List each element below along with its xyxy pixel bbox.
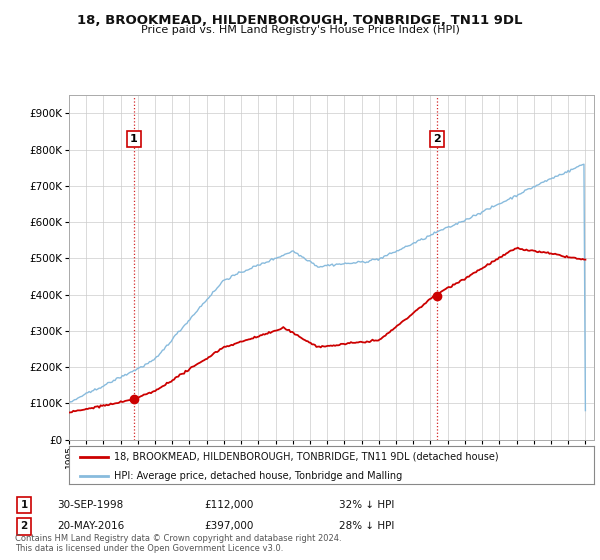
Text: 2: 2	[433, 134, 441, 144]
Text: £112,000: £112,000	[204, 500, 253, 510]
Text: 18, BROOKMEAD, HILDENBOROUGH, TONBRIDGE, TN11 9DL: 18, BROOKMEAD, HILDENBOROUGH, TONBRIDGE,…	[77, 14, 523, 27]
Text: 1: 1	[130, 134, 137, 144]
Text: 20-MAY-2016: 20-MAY-2016	[57, 521, 124, 531]
Text: 28% ↓ HPI: 28% ↓ HPI	[339, 521, 394, 531]
Text: Contains HM Land Registry data © Crown copyright and database right 2024.
This d: Contains HM Land Registry data © Crown c…	[15, 534, 341, 553]
Text: 2: 2	[20, 521, 28, 531]
Text: Price paid vs. HM Land Registry's House Price Index (HPI): Price paid vs. HM Land Registry's House …	[140, 25, 460, 35]
Text: £397,000: £397,000	[204, 521, 253, 531]
Text: 32% ↓ HPI: 32% ↓ HPI	[339, 500, 394, 510]
Text: 30-SEP-1998: 30-SEP-1998	[57, 500, 123, 510]
Text: 18, BROOKMEAD, HILDENBOROUGH, TONBRIDGE, TN11 9DL (detached house): 18, BROOKMEAD, HILDENBOROUGH, TONBRIDGE,…	[113, 452, 498, 462]
Text: 1: 1	[20, 500, 28, 510]
Text: HPI: Average price, detached house, Tonbridge and Malling: HPI: Average price, detached house, Tonb…	[113, 471, 402, 481]
